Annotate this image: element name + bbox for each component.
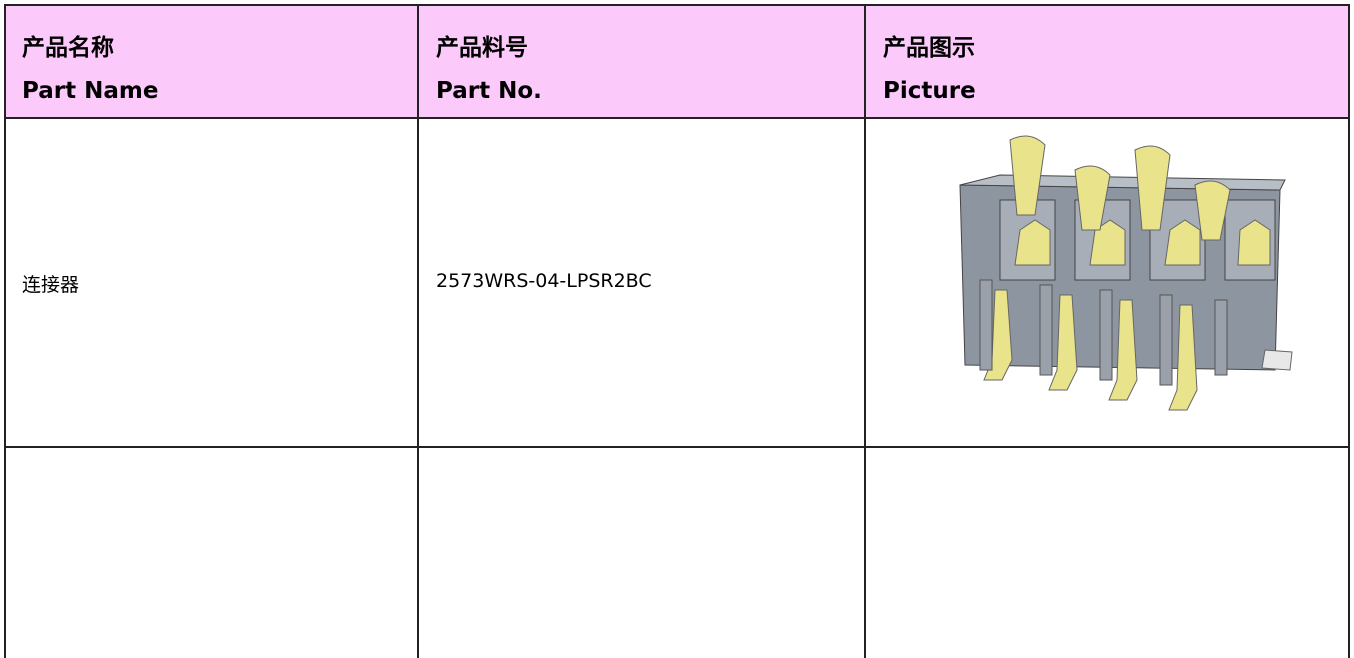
part-no: 2573WRS-04-LPSR2BC [436, 270, 652, 292]
header-en: Part Name [22, 78, 159, 104]
header-cell: 产品图示 Picture [865, 4, 1350, 118]
border [864, 4, 866, 658]
header-zh: 产品图示 [883, 35, 975, 61]
header-en: Part No. [436, 78, 542, 104]
header-zh: 产品料号 [436, 35, 528, 61]
border [4, 117, 1350, 119]
header-zh: 产品名称 [22, 35, 114, 61]
body-cell: 2573WRS-04-LPSR2BC [418, 118, 865, 447]
header-cell: 产品料号 Part No. [418, 4, 865, 118]
border [4, 446, 1350, 448]
body-cell: 连接器 [4, 118, 418, 447]
part-name: 连接器 [22, 274, 80, 296]
header-cell: 产品名称 Part Name [4, 4, 418, 118]
border [1348, 4, 1350, 658]
border [4, 4, 6, 658]
header-en: Picture [883, 78, 976, 104]
header-row [4, 4, 1350, 118]
border [417, 4, 419, 658]
border [4, 4, 1350, 6]
connector-picture [959, 135, 1293, 411]
